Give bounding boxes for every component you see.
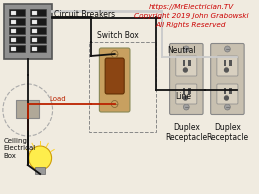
- Circle shape: [26, 102, 30, 106]
- Text: Duplex
Receptacle: Duplex Receptacle: [165, 123, 207, 142]
- Bar: [32, 20, 37, 23]
- Bar: [11, 10, 16, 15]
- Bar: [30, 9, 46, 16]
- Bar: [30, 45, 46, 52]
- Bar: [32, 29, 37, 33]
- Bar: [9, 36, 25, 43]
- FancyBboxPatch shape: [211, 43, 244, 114]
- Bar: [32, 47, 37, 50]
- Bar: [188, 60, 191, 66]
- Bar: [229, 60, 232, 66]
- Bar: [32, 10, 37, 15]
- Text: Line: Line: [175, 92, 191, 101]
- Bar: [11, 20, 16, 23]
- FancyBboxPatch shape: [170, 43, 203, 114]
- Bar: [32, 37, 37, 42]
- Circle shape: [183, 46, 189, 52]
- Bar: [11, 47, 16, 50]
- FancyBboxPatch shape: [217, 56, 238, 76]
- Bar: [30, 27, 46, 34]
- Circle shape: [183, 104, 189, 110]
- Text: Load: Load: [49, 96, 66, 102]
- Bar: [183, 60, 185, 66]
- FancyBboxPatch shape: [35, 167, 45, 174]
- Bar: [30, 18, 46, 25]
- Bar: [4, 4, 52, 59]
- Circle shape: [29, 146, 52, 170]
- Text: All Rights Reserved: All Rights Reserved: [156, 22, 226, 28]
- FancyBboxPatch shape: [99, 48, 130, 112]
- Circle shape: [111, 50, 118, 57]
- Bar: [16, 100, 39, 118]
- Circle shape: [225, 104, 230, 110]
- Text: https://MrElectrician.TV: https://MrElectrician.TV: [148, 4, 234, 10]
- Text: Copyright 2019 John Grabowski: Copyright 2019 John Grabowski: [134, 13, 248, 19]
- Bar: [224, 88, 226, 94]
- Bar: [9, 18, 25, 25]
- Text: Circuit Breakers: Circuit Breakers: [54, 10, 115, 19]
- Circle shape: [183, 68, 187, 72]
- Bar: [30, 36, 46, 43]
- Circle shape: [225, 46, 230, 52]
- Bar: [183, 88, 185, 94]
- Bar: [11, 37, 16, 42]
- Bar: [188, 88, 191, 94]
- Bar: [229, 88, 232, 94]
- FancyBboxPatch shape: [176, 56, 197, 76]
- Bar: [11, 29, 16, 33]
- Bar: [9, 9, 25, 16]
- Text: Neutral: Neutral: [167, 46, 196, 55]
- FancyBboxPatch shape: [217, 84, 238, 104]
- Circle shape: [183, 96, 187, 100]
- Circle shape: [111, 100, 118, 107]
- Bar: [9, 27, 25, 34]
- Circle shape: [225, 96, 228, 100]
- Bar: [89, 42, 156, 132]
- Bar: [9, 45, 25, 52]
- FancyBboxPatch shape: [105, 58, 124, 94]
- FancyBboxPatch shape: [176, 84, 197, 104]
- Text: Duplex
Receptacle: Duplex Receptacle: [206, 123, 248, 142]
- Text: Ceiling
Electrical
Box: Ceiling Electrical Box: [4, 138, 36, 159]
- Text: Switch Box: Switch Box: [97, 31, 138, 40]
- Bar: [224, 60, 226, 66]
- Circle shape: [225, 68, 228, 72]
